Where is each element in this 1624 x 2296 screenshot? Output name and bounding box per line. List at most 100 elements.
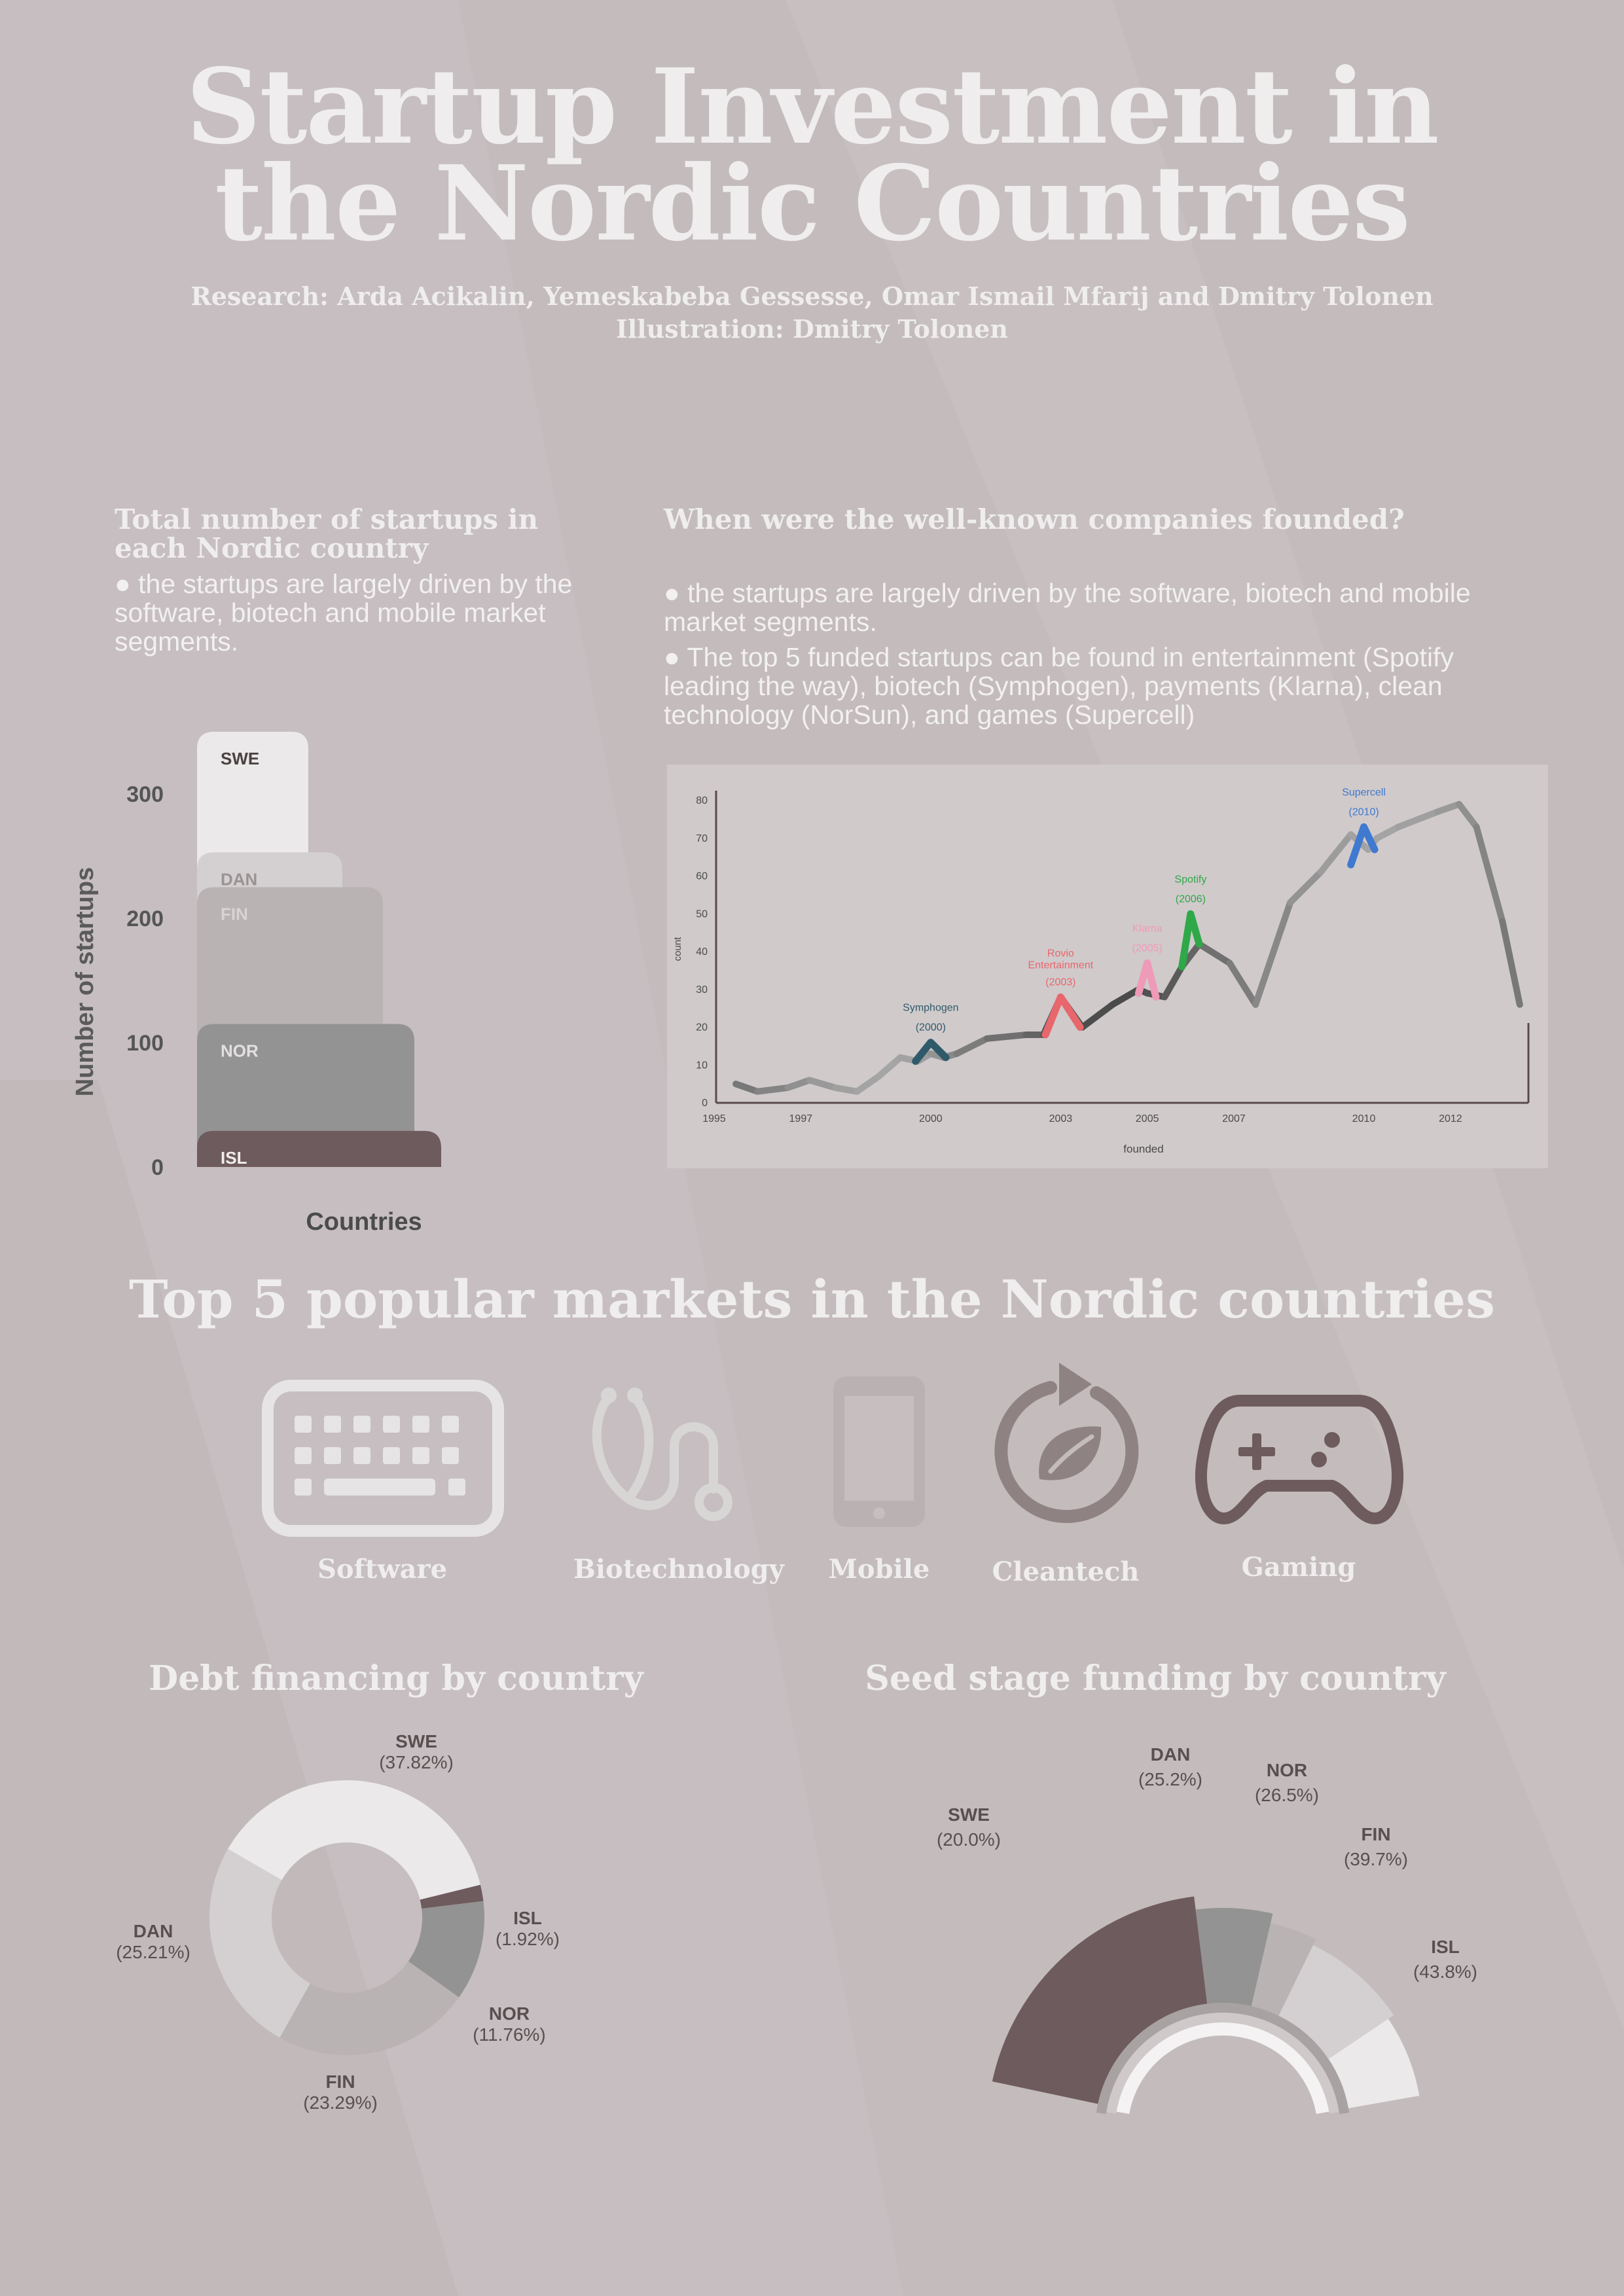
seed-value-fin: (39.7%) <box>1344 1849 1408 1869</box>
gamepad-icon <box>1195 1388 1404 1535</box>
line-segment <box>784 1077 813 1091</box>
seed-label-swe: SWE <box>948 1804 990 1825</box>
highlight-label: (2006) <box>1176 893 1206 905</box>
line-y-tick: 80 <box>696 795 708 806</box>
debt-value-swe: (37.82%) <box>379 1752 454 1772</box>
bar-label-nor: NOR <box>221 1041 259 1061</box>
line-x-tick: 2007 <box>1222 1113 1246 1124</box>
line-x-tick: 2010 <box>1352 1113 1376 1124</box>
seed-arc-dan <box>1195 1908 1273 2006</box>
bar-y-axis: 0 100 200 300 <box>126 782 164 1180</box>
line-segment <box>1434 800 1463 816</box>
line-y-tick: 70 <box>696 833 708 844</box>
line-segment <box>1252 899 1294 1008</box>
line-x-tick: 1995 <box>702 1113 726 1124</box>
line-x-tick: 1997 <box>789 1113 813 1124</box>
founded-bullets: ● the startups are largely driven by the… <box>664 579 1541 736</box>
line-segment <box>1317 831 1354 876</box>
founded-line-chart-panel: 0 10 20 30 40 50 60 70 80 1995 1997 2000 2003 2005 200… <box>667 764 1548 1168</box>
credits: Research: Arda Acikalin, Yemeskabeba Ges… <box>0 280 1624 346</box>
line-segment <box>854 1073 882 1095</box>
line-segment <box>1161 963 1185 1001</box>
line-x-axis-label: founded <box>1123 1143 1163 1155</box>
market-label-biotechnology: Biotechnology <box>573 1554 784 1585</box>
line-segment <box>875 1054 904 1080</box>
research-credit: Research: Arda Acikalin, Yemeskabeba Ges… <box>190 281 1434 311</box>
highlight-symphogen <box>912 1039 950 1065</box>
recycle-leaf-icon <box>988 1355 1146 1528</box>
line-x-tick: 2000 <box>919 1113 943 1124</box>
line-segment <box>806 1077 839 1091</box>
bar-y-tick: 200 <box>126 906 164 931</box>
debt-label-fin: FIN <box>325 2072 355 2092</box>
bar-label-swe: SWE <box>221 749 259 768</box>
debt-slice-dan <box>209 1849 310 2038</box>
line-segment <box>1499 918 1523 1008</box>
illustration-credit: Illustration: Dmitry Tolonen <box>615 314 1009 344</box>
line-y-tick: 0 <box>702 1098 708 1109</box>
highlight-label: Entertainment <box>1028 960 1094 971</box>
market-label-gaming: Gaming <box>1241 1552 1356 1583</box>
highlight-label: Spotify <box>1174 874 1206 885</box>
seed-ring-base-3 <box>1096 2003 1350 2114</box>
seed-label-isl: ISL <box>1431 1937 1460 1957</box>
seed-radial-chart: SWE (20.0%) DAN (25.2%) NOR (26.5%) FIN (39.7%)… <box>937 1744 1477 2114</box>
seed-label-fin: FIN <box>1361 1824 1390 1844</box>
seed-labels: SWE (20.0%) DAN (25.2%) NOR (26.5%) FIN (39.7%)… <box>937 1744 1477 1982</box>
debt-slice-isl <box>420 1884 484 1909</box>
seed-ring-base-2 <box>1106 2013 1339 2114</box>
market-label-mobile: Mobile <box>828 1554 930 1585</box>
seed-label-nor: NOR <box>1267 1760 1307 1780</box>
line-y-tick: 10 <box>696 1060 708 1071</box>
bar-layer: SWE DAN FIN NOR ISL <box>197 732 441 1168</box>
line-segment <box>1226 960 1259 1008</box>
line-y-tick: 50 <box>696 908 708 920</box>
founded-line-chart: 0 10 20 30 40 50 60 70 80 1995 1997 2000 2003 2005 200… <box>672 787 1530 1155</box>
bar-y-tick: 300 <box>126 782 164 807</box>
debt-value-dan: (25.21%) <box>116 1942 190 1962</box>
line-y-tick: 60 <box>696 871 708 882</box>
line-segment <box>732 1081 761 1095</box>
line-y-tick: 30 <box>696 984 708 996</box>
startups-section-title: Total number of startups in each Nordic … <box>115 503 539 564</box>
line-y-tick: 40 <box>696 946 708 958</box>
title-line-2: the Nordic Countries <box>215 143 1411 264</box>
line-segment <box>1395 808 1441 831</box>
debt-value-isl: (1.92%) <box>496 1929 560 1949</box>
debt-label-nor: NOR <box>489 2003 530 2024</box>
bar-y-axis-label: Number of startups <box>71 867 99 1096</box>
debt-slice-nor <box>408 1901 484 1998</box>
line-segment <box>1373 823 1402 842</box>
highlight-spotify <box>1178 910 1203 971</box>
highlight-label: (2005) <box>1132 942 1163 954</box>
line-segment <box>1287 869 1324 906</box>
seed-value-swe: (20.0%) <box>937 1829 1001 1850</box>
stethoscope-icon <box>583 1381 779 1541</box>
seed-ring-base-1 <box>1116 2022 1329 2114</box>
bar-label-fin: FIN <box>221 905 248 924</box>
bar-label-dan: DAN <box>221 869 257 889</box>
startups-bar-chart: SWE DAN FIN NOR ISL 0 100 200 300 Number of sta… <box>71 732 441 1236</box>
line-x-tick: 2005 <box>1136 1113 1159 1124</box>
bar-y-tick: 100 <box>126 1031 164 1056</box>
seed-arcs <box>992 1896 1420 2114</box>
highlight-label: (2003) <box>1045 977 1075 988</box>
bar-label-isl: ISL <box>221 1148 247 1168</box>
highlight-label: (2010) <box>1348 806 1379 817</box>
line-segment <box>754 1084 791 1095</box>
line-y-axis-label: count <box>672 937 683 961</box>
bar-isl <box>197 1130 441 1167</box>
debt-chart-title: Debt financing by country <box>149 1659 643 1698</box>
highlight-label: Rovio <box>1047 948 1074 959</box>
debt-label-isl: ISL <box>513 1908 542 1928</box>
debt-value-fin: (23.29%) <box>303 2092 378 2113</box>
highlight-label: Symphogen <box>903 1003 958 1014</box>
debt-slice-swe <box>228 1780 480 1900</box>
startups-bullet: ● the startups are largely driven by the… <box>115 569 573 656</box>
line-segment <box>832 1084 861 1095</box>
seed-arc-nor <box>1251 1923 1316 2016</box>
smartphone-icon <box>830 1373 928 1534</box>
line-y-tick: 20 <box>696 1022 708 1033</box>
debt-value-nor: (11.76%) <box>473 2024 546 2045</box>
